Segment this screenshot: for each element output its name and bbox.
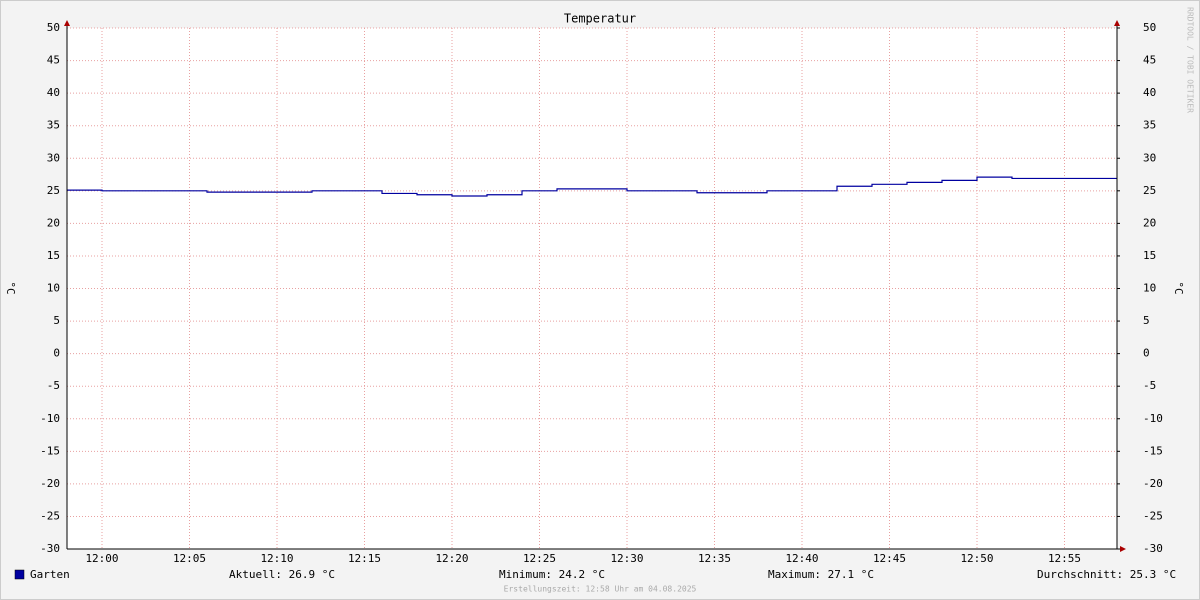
y-tick-label: 5 <box>53 314 60 327</box>
watermark: RRDTOOL / TOBI OETIKER <box>1186 7 1195 113</box>
y2-tick-label: 0 <box>1143 347 1150 360</box>
x-tick-label: 12:35 <box>698 552 731 565</box>
x-tick-label: 12:45 <box>873 552 906 565</box>
stat: Maximum: 27.1 °C <box>768 568 874 581</box>
y2-tick-label: -10 <box>1143 412 1163 425</box>
y2-tick-label: 30 <box>1143 151 1156 164</box>
x-tick-label: 12:00 <box>85 552 118 565</box>
y-tick-label: -5 <box>47 379 60 392</box>
x-tick-label: 12:25 <box>523 552 556 565</box>
y2-tick-label: 45 <box>1143 54 1156 67</box>
x-tick-label: 12:05 <box>173 552 206 565</box>
x-tick-label: 12:20 <box>435 552 468 565</box>
axis-arrow <box>1114 20 1120 26</box>
y2-tick-label: -30 <box>1143 542 1163 555</box>
x-tick-label: 12:50 <box>960 552 993 565</box>
y-tick-label: 30 <box>47 151 60 164</box>
y2-tick-label: 15 <box>1143 249 1156 262</box>
y-tick-label: -30 <box>40 542 60 555</box>
y2-tick-label: 10 <box>1143 282 1156 295</box>
y2-tick-label: 50 <box>1143 21 1156 34</box>
y2-tick-label: 35 <box>1143 119 1156 132</box>
x-tick-label: 12:10 <box>260 552 293 565</box>
footer: Erstellungszeit: 12:58 Uhr am 04.08.2025 <box>504 585 697 594</box>
x-tick-label: 12:55 <box>1048 552 1081 565</box>
y-tick-label: 0 <box>53 347 60 360</box>
y-axis-label: °C <box>4 281 17 294</box>
y-tick-label: 35 <box>47 119 60 132</box>
chart-title: Temperatur <box>564 12 636 26</box>
y-tick-label: 20 <box>47 216 60 229</box>
y2-tick-label: -5 <box>1143 379 1156 392</box>
y-tick-label: -25 <box>40 509 60 522</box>
y2-axis-label: °C <box>1172 281 1185 294</box>
y2-tick-label: 40 <box>1143 86 1156 99</box>
stat: Durchschnitt: 25.3 °C <box>1037 568 1176 581</box>
y2-tick-label: 5 <box>1143 314 1150 327</box>
y-tick-label: -15 <box>40 444 60 457</box>
y-tick-label: 15 <box>47 249 60 262</box>
legend-swatch <box>14 569 25 580</box>
y-tick-label: 25 <box>47 184 60 197</box>
y2-tick-label: -15 <box>1143 444 1163 457</box>
y-tick-label: 50 <box>47 21 60 34</box>
y2-tick-label: -25 <box>1143 509 1163 522</box>
y-tick-label: 45 <box>47 54 60 67</box>
y2-tick-label: 20 <box>1143 216 1156 229</box>
stat: Aktuell: 26.9 °C <box>229 568 335 581</box>
y-tick-label: -10 <box>40 412 60 425</box>
series-line <box>67 176 1117 197</box>
legend-label: Garten <box>30 568 70 581</box>
axis-arrow <box>1120 546 1126 552</box>
y2-tick-label: 25 <box>1143 184 1156 197</box>
y-tick-label: -20 <box>40 477 60 490</box>
x-tick-label: 12:30 <box>610 552 643 565</box>
x-tick-label: 12:15 <box>348 552 381 565</box>
axis-arrow <box>64 20 70 26</box>
y2-tick-label: -20 <box>1143 477 1163 490</box>
stat: Minimum: 24.2 °C <box>499 568 605 581</box>
x-tick-label: 12:40 <box>785 552 818 565</box>
y-tick-label: 10 <box>47 282 60 295</box>
y-tick-label: 40 <box>47 86 60 99</box>
